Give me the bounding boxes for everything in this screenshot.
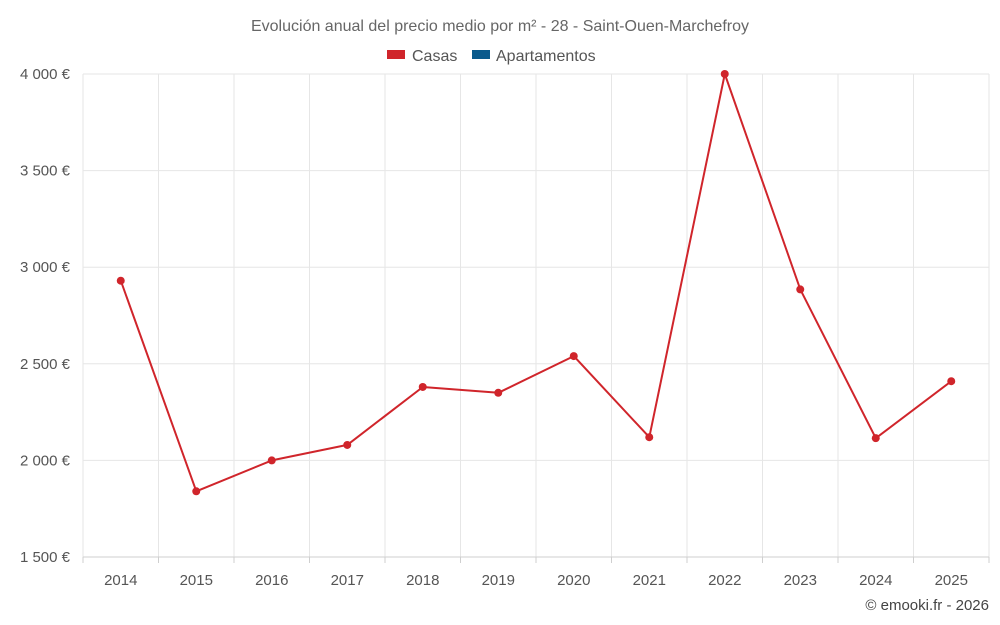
x-axis: 2014 2015 2016 2017 2018 2019 2020 2021 2022 2023… xyxy=(104,572,968,589)
x-tick-label: 2024 xyxy=(859,572,892,589)
y-tick-label: 1 500 € xyxy=(20,549,71,566)
grid xyxy=(82,73,990,563)
y-tick-label: 2 000 € xyxy=(20,452,71,469)
y-axis: 1 500 € 2 000 € 2 500 € 3 000 € 3 500 € 4 000… xyxy=(20,66,71,566)
data-point[interactable] xyxy=(267,456,276,465)
y-tick-label: 4 000 € xyxy=(20,66,71,83)
y-tick-label: 3 500 € xyxy=(20,163,71,180)
data-point[interactable] xyxy=(796,285,805,294)
x-tick-label: 2022 xyxy=(708,572,741,589)
legend-item-apartamentos[interactable]: Apartamentos xyxy=(472,48,596,65)
series-line-casas xyxy=(119,73,952,493)
data-point[interactable] xyxy=(116,276,125,285)
y-tick-label: 2 500 € xyxy=(20,356,71,373)
data-point[interactable] xyxy=(871,434,880,443)
data-point[interactable] xyxy=(645,433,654,442)
chart-credit: © emooki.fr - 2026 xyxy=(865,597,989,614)
x-tick-label: 2023 xyxy=(784,572,817,589)
data-point[interactable] xyxy=(947,377,956,386)
legend-swatch xyxy=(472,50,490,59)
x-tick-label: 2017 xyxy=(331,572,364,589)
data-point[interactable] xyxy=(720,70,729,78)
x-tick-label: 2021 xyxy=(633,572,666,589)
x-tick-label: 2016 xyxy=(255,572,288,589)
legend-swatch xyxy=(387,50,405,59)
series-layer xyxy=(116,70,956,496)
data-point[interactable] xyxy=(418,382,427,391)
x-tick-label: 2015 xyxy=(180,572,213,589)
legend[interactable]: Casas Apartamentos xyxy=(387,48,596,65)
legend-item-casas[interactable]: Casas xyxy=(387,48,457,65)
x-tick-label: 2025 xyxy=(935,572,968,589)
y-tick-label: 3 000 € xyxy=(20,259,71,276)
x-tick-label: 2020 xyxy=(557,572,590,589)
x-tick-label: 2014 xyxy=(104,572,137,589)
x-tick-label: 2018 xyxy=(406,572,439,589)
legend-label: Casas xyxy=(412,48,457,65)
data-point[interactable] xyxy=(192,487,201,496)
data-point[interactable] xyxy=(494,388,503,397)
legend-label: Apartamentos xyxy=(496,48,596,65)
data-point[interactable] xyxy=(569,352,578,361)
chart-title: Evolución anual del precio medio por m² … xyxy=(251,18,749,35)
data-point[interactable] xyxy=(343,440,352,449)
x-tick-label: 2019 xyxy=(482,572,515,589)
